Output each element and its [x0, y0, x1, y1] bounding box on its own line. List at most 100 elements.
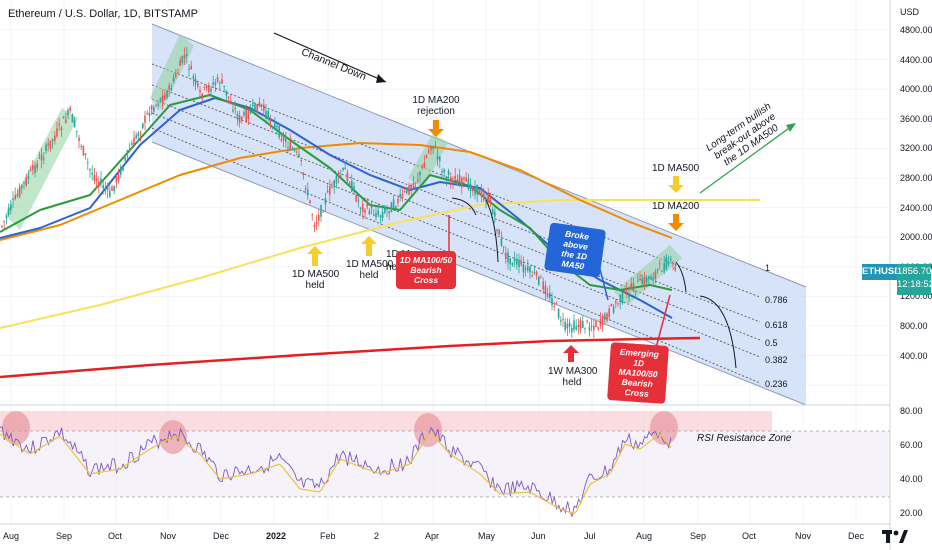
candle-body [137, 133, 140, 136]
candle-body [164, 94, 166, 100]
candle-body [430, 146, 432, 151]
candle-body [595, 321, 597, 327]
candle-body [375, 213, 377, 218]
last-price-tag: 1856.70 12:18:52 [897, 264, 932, 295]
candle-body [551, 297, 553, 306]
candle-body [395, 206, 397, 209]
candle-body [522, 263, 525, 273]
candle-body [278, 125, 280, 138]
candle-body [500, 238, 503, 246]
candle-body [337, 173, 340, 177]
candle-body [221, 79, 223, 84]
candle-body [461, 177, 463, 188]
wma300-line [0, 336, 701, 379]
candle-body [69, 107, 71, 111]
candle-body [509, 258, 511, 265]
candle-body [58, 123, 60, 126]
candle-body [645, 277, 648, 283]
candle-body [672, 262, 674, 264]
rsi-tick: 80.00 [900, 406, 923, 416]
candle-body [538, 276, 540, 285]
candle-body [377, 210, 379, 215]
candle-body [540, 277, 542, 279]
candle-body [269, 119, 272, 123]
candle-body [172, 77, 175, 82]
candle-body [408, 186, 410, 195]
candle-body [370, 206, 373, 209]
candle-body [432, 146, 434, 150]
candle-body [54, 135, 56, 141]
candle-body [518, 259, 520, 268]
ma200-line [0, 142, 673, 241]
candle-body [458, 174, 461, 182]
candle-body [502, 246, 505, 248]
candle-body [621, 293, 624, 304]
candle-body [271, 127, 274, 129]
candle-body [300, 160, 302, 162]
time-tick: Jul [584, 531, 596, 541]
channel-down-arrow-line [273, 32, 387, 83]
candle-body [109, 190, 111, 197]
candle-body [73, 120, 76, 127]
candle-body [608, 308, 610, 318]
candle-body [434, 146, 437, 148]
candle-body [104, 188, 107, 190]
fib-label-0786: 0.786 [765, 295, 788, 305]
price-tick: 2000.00 [900, 232, 932, 243]
fib-label-0236: 0.236 [765, 379, 788, 389]
candle-body [467, 178, 470, 189]
candle-body [93, 175, 96, 182]
candle-body [3, 220, 5, 222]
candle-body [115, 176, 118, 183]
candle-body [21, 185, 23, 188]
candle-body [390, 202, 393, 213]
candle-body [573, 320, 575, 330]
candle-body [29, 169, 32, 171]
candle-body [38, 157, 41, 159]
candle-body [166, 91, 168, 98]
candle-body [568, 322, 571, 327]
candle-body [304, 188, 307, 190]
price-tick: 800.00 [900, 321, 928, 331]
candle-body [527, 266, 529, 271]
candle-body [199, 89, 201, 93]
breakout-arrow-line [699, 125, 793, 194]
candle-body [7, 207, 10, 215]
rsi-resistance-zone [0, 411, 772, 431]
candle-body [216, 77, 219, 82]
candle-body [670, 258, 672, 260]
candle-body [524, 268, 527, 270]
candle-body [480, 189, 483, 197]
candle-body [225, 90, 228, 96]
candle-body [586, 320, 588, 322]
candle-body [373, 214, 375, 216]
w-ma300-line2: held [562, 377, 582, 388]
candle-body [282, 136, 285, 141]
projection-4 [699, 295, 737, 369]
time-tick: Apr [425, 531, 440, 541]
candle-body [263, 104, 265, 112]
ma500-held-arrow-1-head [307, 246, 323, 254]
countdown: 12:18:52 [897, 279, 932, 290]
candle-body [309, 200, 311, 204]
ma500-held-2-line2: held [359, 270, 379, 281]
ma500-right-label: 1D MA500 [652, 163, 700, 174]
candle-body [555, 303, 558, 305]
candle-body [276, 125, 278, 128]
candle-body [120, 166, 122, 175]
time-tick: Oct [742, 531, 757, 541]
candle-body [111, 186, 113, 191]
candle-body [469, 183, 472, 192]
candle-body [159, 98, 162, 101]
price-tick: 2400.00 [900, 202, 932, 213]
candle-body [417, 179, 419, 181]
candle-body [78, 137, 80, 141]
candle-body [667, 262, 670, 265]
ma200-arrow-shaft [673, 214, 679, 224]
candle-body [362, 203, 364, 212]
candle-body [511, 262, 514, 265]
candle-body [564, 321, 566, 330]
candle-body [51, 139, 54, 141]
candle-body [505, 252, 507, 260]
